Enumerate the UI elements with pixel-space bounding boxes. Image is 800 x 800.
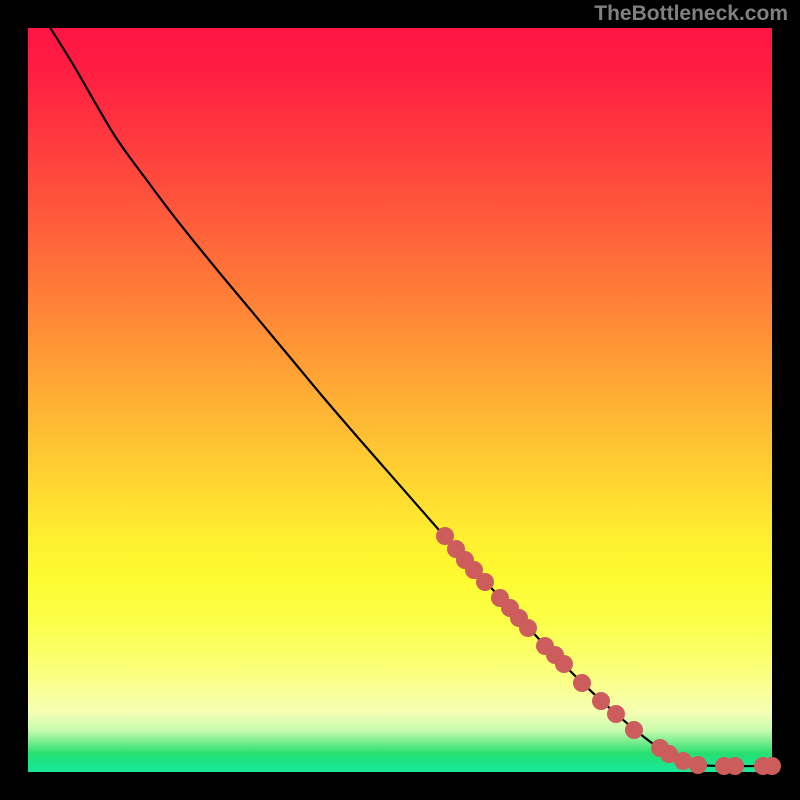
data-marker <box>763 757 781 775</box>
data-marker <box>555 655 573 673</box>
curve-line <box>28 28 772 772</box>
plot-area <box>28 28 772 772</box>
data-marker <box>689 756 707 774</box>
data-marker <box>476 573 494 591</box>
data-marker <box>726 757 744 775</box>
data-marker <box>625 721 643 739</box>
data-marker <box>592 692 610 710</box>
data-marker <box>519 619 537 637</box>
watermark-text: TheBottleneck.com <box>594 2 788 26</box>
data-marker <box>573 674 591 692</box>
data-marker <box>607 705 625 723</box>
